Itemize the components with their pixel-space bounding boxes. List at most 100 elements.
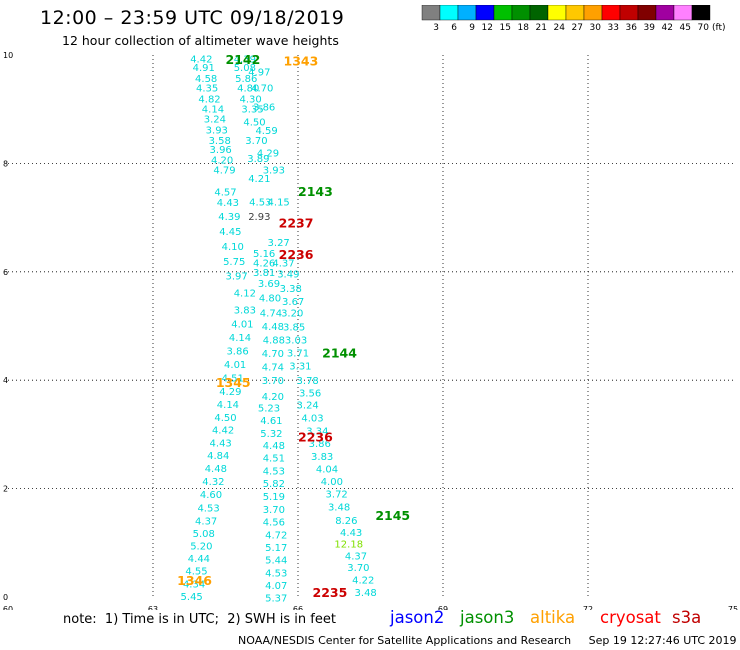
swh-value: 5.16 — [253, 249, 275, 260]
swh-value: 5.19 — [263, 492, 285, 503]
swh-value: 3.78 — [297, 376, 319, 387]
swh-value: 3.31 — [289, 362, 311, 373]
swh-value: 4.80 — [259, 293, 281, 304]
colorbar-label: 36 — [626, 23, 638, 33]
footer-note: note: 1) Time is in UTC; 2) SWH is in fe… — [63, 612, 336, 627]
swh-value: 4.14 — [229, 333, 251, 344]
swh-value: 4.10 — [222, 242, 244, 253]
swh-value: 5.20 — [190, 542, 212, 553]
orbit-number-label: 1343 — [284, 53, 319, 68]
colorbar-label: 39 — [644, 23, 656, 33]
orbit-number-label: 2145 — [375, 508, 410, 523]
swh-value: 4.53 — [197, 504, 219, 515]
swh-value: 5.75 — [223, 257, 245, 268]
swh-value: 4.72 — [265, 531, 287, 542]
swh-value: 3.70 — [347, 563, 369, 574]
swh-value: 4.74 — [260, 308, 282, 319]
swh-value: 4.07 — [265, 581, 287, 592]
swh-value: 4.42 — [212, 426, 234, 437]
mission-legend-s3a: s3a — [672, 608, 702, 627]
swh-value: 3.27 — [268, 238, 290, 249]
swh-value: 3.96 — [210, 145, 232, 156]
swh-value: 4.60 — [200, 490, 222, 501]
y-tick-label: 8 — [3, 159, 8, 168]
swh-value: 4.01 — [231, 319, 253, 330]
swh-value: 4.50 — [214, 413, 236, 424]
y-tick-label: 4 — [3, 376, 8, 385]
swh-value: 4.53 — [249, 197, 271, 208]
swh-value: 3.69 — [258, 279, 280, 290]
swh-value: 3.86 — [253, 102, 275, 113]
swh-value: 3.81 — [253, 268, 275, 279]
swh-value: 4.79 — [213, 165, 235, 176]
swh-value: 4.56 — [263, 518, 285, 529]
swh-value: 3.72 — [326, 489, 348, 500]
swh-value: 3.89 — [247, 154, 269, 165]
swh-value: 3.48 — [328, 502, 350, 513]
orbit-number-label: 1346 — [177, 573, 212, 588]
orbit-number-label: 2142 — [226, 52, 261, 67]
swh-value: 8.26 — [335, 516, 357, 527]
colorbar-unit: (ft) — [712, 23, 726, 33]
colorbar-label: 30 — [590, 23, 602, 33]
swh-value: 3.35 — [241, 105, 263, 116]
colorbar-label: 33 — [608, 23, 619, 33]
swh-value: 4.70 — [251, 84, 273, 95]
swh-value: 4.37 — [195, 517, 217, 528]
swh-value: 4.00 — [321, 477, 343, 488]
swh-value: 4.55 — [185, 566, 207, 577]
colorbar-label: 21 — [536, 23, 547, 33]
swh-value: 4.70 — [262, 349, 284, 360]
swh-value: 3.49 — [277, 269, 299, 280]
swh-value: 4.37 — [345, 551, 367, 562]
colorbar-label: 3 — [433, 23, 439, 33]
swh-value: 4.45 — [219, 227, 241, 238]
orbit-number-label: 2144 — [322, 346, 357, 361]
swh-value: 5.45 — [181, 592, 203, 603]
swh-value: 3.56 — [299, 389, 321, 400]
swh-value: 4.48 — [205, 464, 227, 475]
swh-value: 5.08 — [193, 529, 215, 540]
swh-value: 4.39 — [234, 54, 256, 65]
swh-value: 4.50 — [243, 118, 265, 129]
mission-legend-altika: altika — [530, 608, 576, 627]
swh-value: 3.86 — [309, 439, 331, 450]
swh-value: 4.15 — [268, 197, 290, 208]
swh-value: 3.93 — [206, 125, 228, 136]
swh-value: 4.48 — [263, 441, 285, 452]
x-tick-label: 72 — [583, 605, 593, 610]
swh-value: 3.34 — [306, 427, 328, 438]
swh-value: 4.82 — [198, 94, 220, 105]
swh-value: 4.39 — [218, 212, 240, 223]
swh-value: 5.82 — [263, 479, 285, 490]
swh-value: 4.14 — [217, 400, 239, 411]
swh-value: 4.22 — [352, 576, 374, 587]
swh-value: 4.88 — [263, 336, 285, 347]
orbit-number-label: 2143 — [298, 184, 333, 199]
swh-value: 3.70 — [263, 505, 285, 516]
colorbar-label: 12 — [482, 23, 493, 33]
swh-value: 3.24 — [204, 114, 226, 125]
swh-value: 5.17 — [265, 543, 287, 554]
swh-value: 4.43 — [340, 528, 362, 539]
swh-value: 4.14 — [202, 105, 224, 116]
swh-value: 4.32 — [202, 477, 224, 488]
swh-value: 4.37 — [272, 259, 294, 270]
swh-value: 4.84 — [207, 451, 229, 462]
swh-value: 4.30 — [240, 94, 262, 105]
swh-value: 3.58 — [209, 136, 231, 147]
swh-value: 3.03 — [285, 336, 307, 347]
swh-value: 4.59 — [255, 126, 277, 137]
swh-value: 5.23 — [258, 403, 280, 414]
orbit-number-label: 2236 — [279, 247, 314, 262]
swh-value: 3.70 — [262, 376, 284, 387]
swh-value: 3.48 — [355, 588, 377, 599]
swh-value: 4.26 — [253, 259, 275, 270]
page-title: 12:00 – 23:59 UTC 09/18/2019 — [40, 7, 345, 29]
y-tick-label: 2 — [3, 485, 8, 494]
colorbar-label: 45 — [680, 23, 691, 33]
swh-value: 4.51 — [263, 454, 285, 465]
swh-value: 4.91 — [193, 63, 215, 74]
swh-value: 3.86 — [226, 346, 248, 357]
swh-value: 3.93 — [263, 165, 285, 176]
